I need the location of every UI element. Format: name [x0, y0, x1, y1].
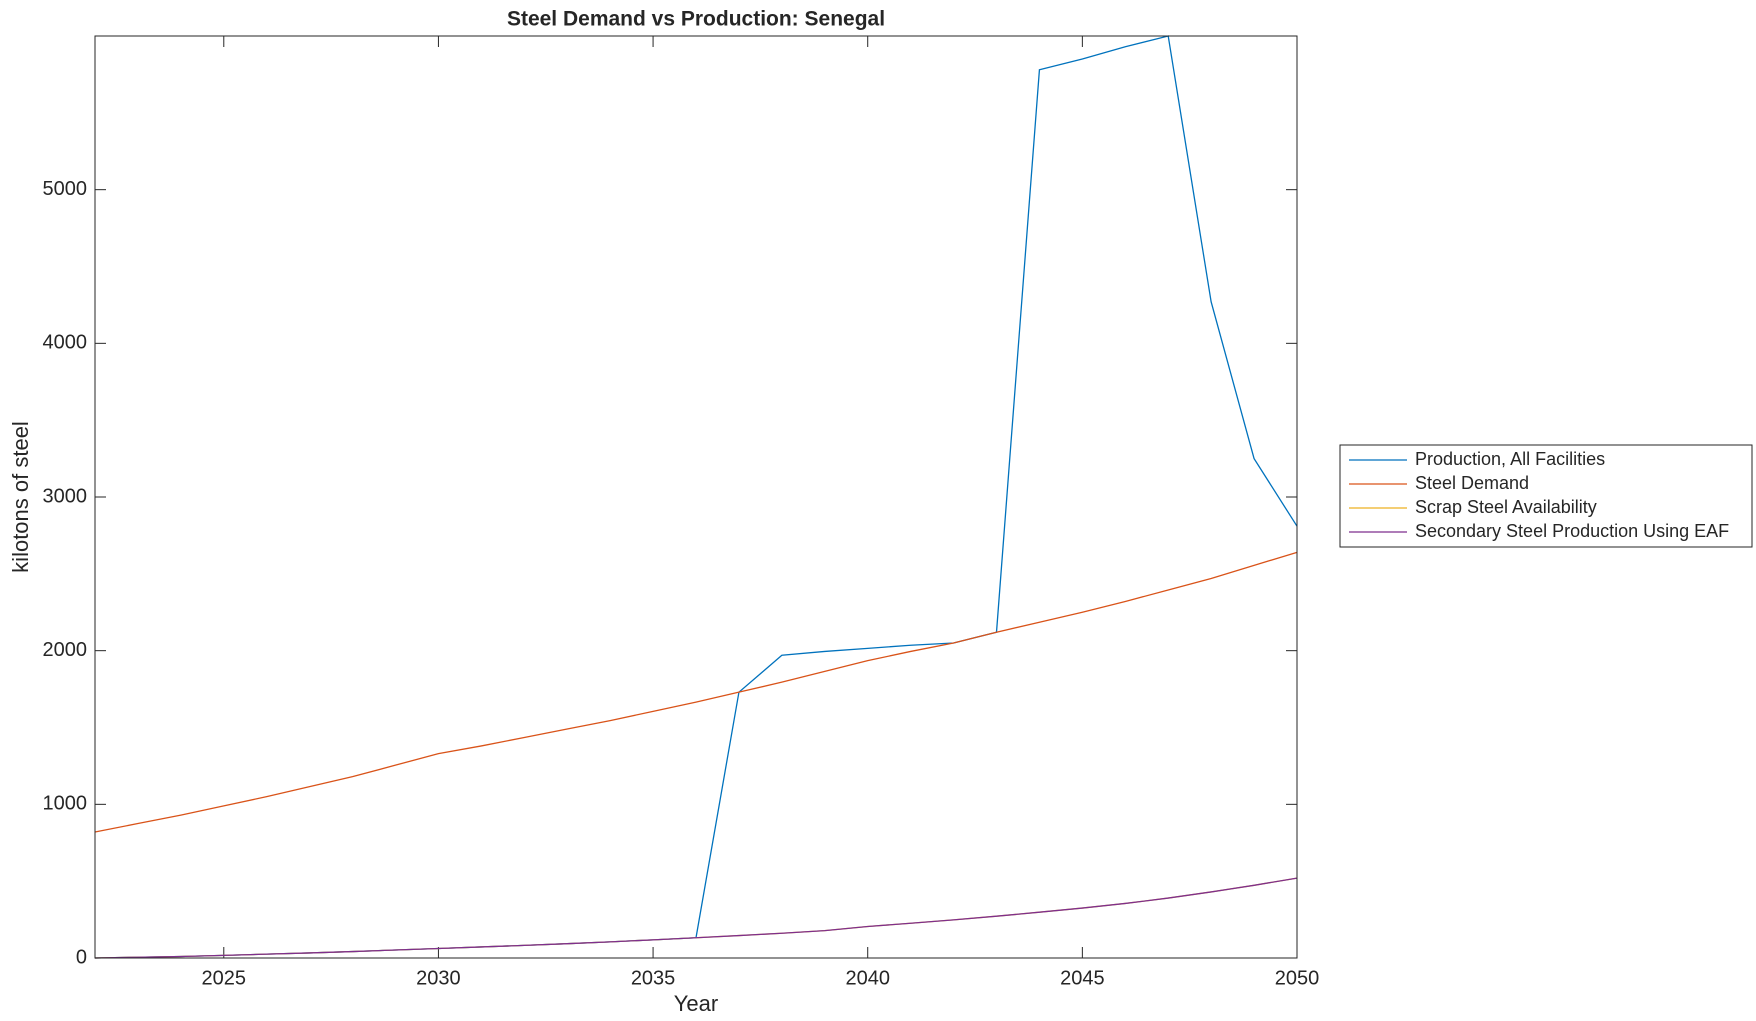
y-tick-label: 5000 — [43, 178, 88, 200]
chart-title: Steel Demand vs Production: Senegal — [507, 8, 885, 31]
series-line — [94, 877, 1298, 959]
y-tick-label: 1000 — [43, 793, 88, 815]
legend-label: Production, All Facilities — [1415, 449, 1605, 469]
y-tick-label: 4000 — [43, 332, 88, 354]
axes-box — [94, 35, 1298, 959]
legend-box — [1339, 444, 1753, 548]
x-tick-label: 2035 — [631, 967, 676, 989]
x-tick-label: 2050 — [1275, 967, 1320, 989]
legend-label: Steel Demand — [1415, 473, 1529, 493]
x-tick-label: 2045 — [1060, 967, 1105, 989]
y-tick-label: 3000 — [43, 485, 88, 507]
y-tick-label: 0 — [76, 946, 87, 968]
x-tick-label: 2030 — [416, 967, 461, 989]
legend-label: Scrap Steel Availability — [1415, 497, 1597, 517]
plot-area — [95, 36, 1297, 958]
y-axis-label: kilotons of steel — [8, 421, 33, 573]
x-axis-label: Year — [674, 991, 718, 1016]
x-tick-label: 2040 — [845, 967, 890, 989]
x-tick-label: 2025 — [202, 967, 247, 989]
series-line — [94, 551, 1298, 833]
legend-label: Secondary Steel Production Using EAF — [1415, 521, 1729, 541]
y-tick-label: 2000 — [43, 639, 88, 661]
